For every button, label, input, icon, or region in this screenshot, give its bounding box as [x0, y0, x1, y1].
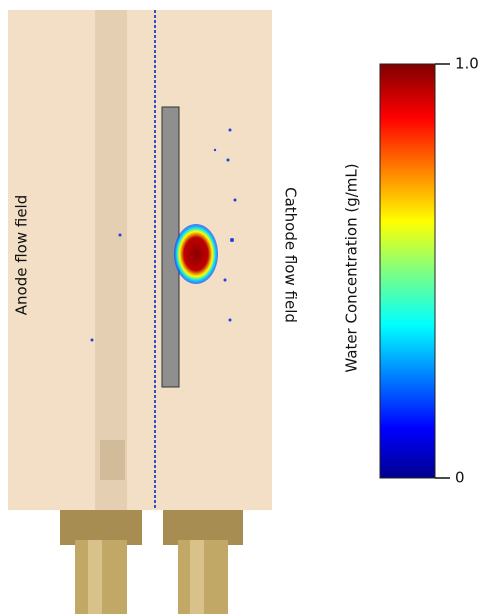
tick-label: 1.0	[455, 55, 479, 73]
colorbar-ticks: 01.0	[435, 55, 479, 487]
fittings	[60, 505, 243, 614]
colorbar	[379, 63, 436, 479]
cell-body	[8, 10, 272, 510]
tick-label: 0	[455, 469, 465, 487]
anode-label: Anode flow field	[13, 195, 31, 316]
colorbar-title: Water Concentration (g/mL)	[343, 163, 361, 372]
cathode-label: Cathode flow field	[282, 187, 300, 323]
